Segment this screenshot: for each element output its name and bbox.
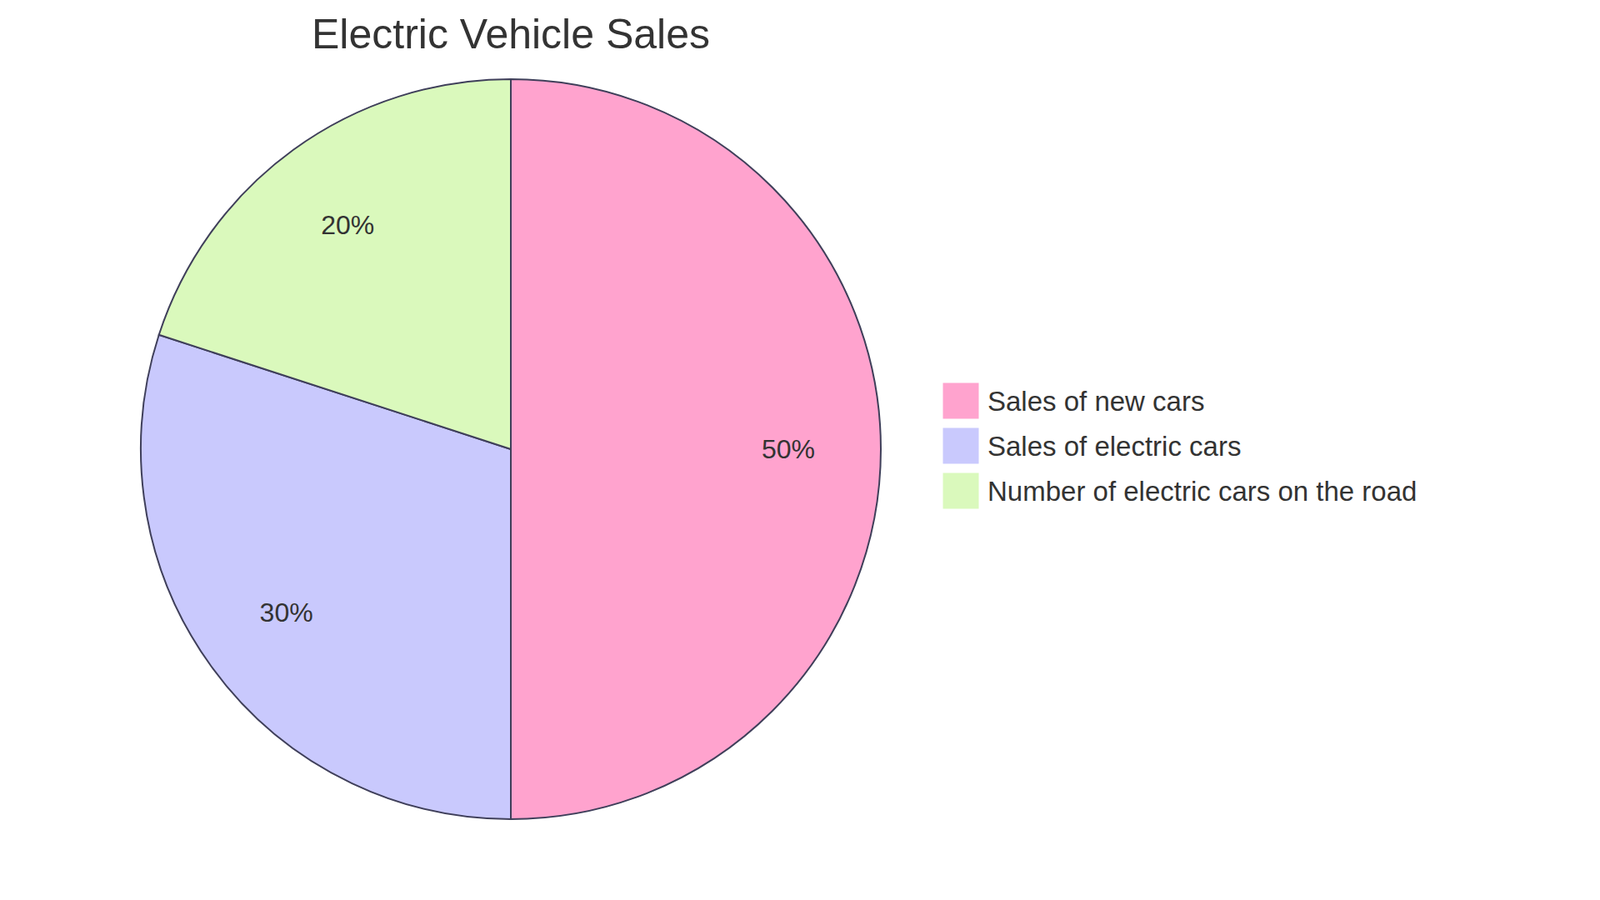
data-label: 50%: [761, 434, 815, 465]
pie-slice: [159, 79, 511, 450]
pie-slice: [510, 79, 881, 820]
legend-item: Number of electric cars on the road: [942, 472, 1417, 510]
legend-label: Number of electric cars on the road: [987, 475, 1417, 507]
legend-label: Sales of electric cars: [987, 430, 1241, 462]
legend-label: Sales of new cars: [987, 385, 1205, 417]
chart: Electric Vehicle Sales 50% 30% 20% Sales of …: [0, 0, 1600, 900]
legend-item: Sales of new cars: [942, 382, 1205, 420]
legend-swatch: [942, 427, 980, 465]
data-label: 20%: [320, 210, 375, 240]
legend-item: Sales of electric cars: [942, 427, 1241, 465]
legend-swatch: [942, 472, 980, 510]
legend-swatch: [942, 382, 980, 420]
title: Electric Vehicle Sales: [311, 10, 710, 58]
legend: Sales of new cars Sales of electric cars N…: [942, 382, 1417, 510]
data-label: 30%: [260, 597, 314, 628]
pie: [140, 79, 881, 820]
data-labels: 50% 30% 20%: [260, 210, 815, 628]
